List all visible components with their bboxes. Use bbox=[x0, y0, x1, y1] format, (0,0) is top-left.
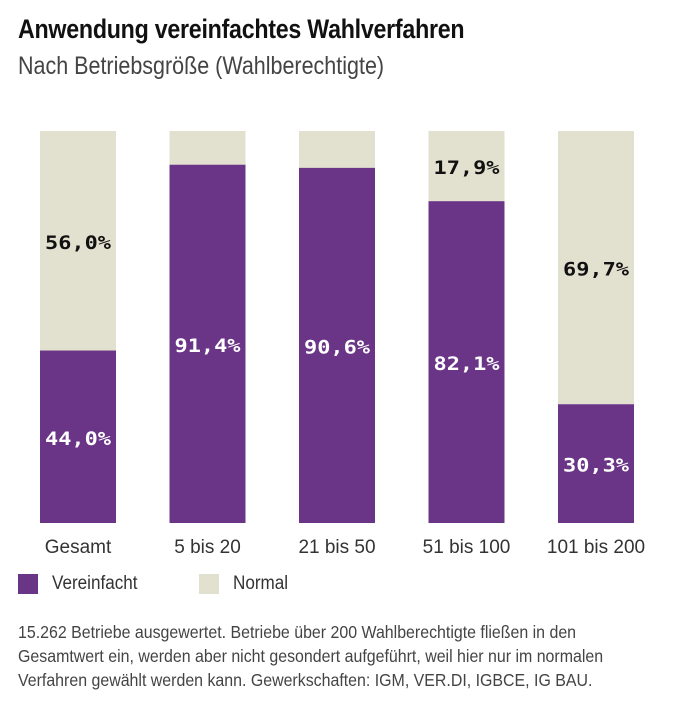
legend: Vereinfacht Normal bbox=[18, 570, 658, 600]
category-label: 51 bis 100 bbox=[423, 537, 511, 558]
footnote-line: Verfahren gewählt werden kann. Gewerksch… bbox=[18, 670, 593, 690]
category-label: 101 bis 200 bbox=[547, 537, 645, 558]
data-label-vereinfacht: 44,0% bbox=[45, 428, 112, 450]
category-label: Gesamt bbox=[45, 537, 112, 558]
data-label-vereinfacht: 90,6% bbox=[304, 336, 371, 358]
category-label: 21 bis 50 bbox=[298, 537, 375, 558]
legend-item-normal: Normal bbox=[199, 570, 294, 598]
data-label-normal: 56,0% bbox=[45, 232, 112, 254]
legend-swatch-vereinfacht bbox=[18, 574, 38, 594]
legend-label-vereinfacht: Vereinfacht bbox=[52, 573, 138, 594]
legend-label-normal: Normal bbox=[233, 573, 289, 594]
bar-normal bbox=[40, 131, 116, 351]
bar-vereinfacht bbox=[40, 350, 116, 523]
category-label: 5 bis 20 bbox=[174, 537, 241, 558]
bar-normal bbox=[299, 131, 375, 168]
data-label-vereinfacht: 30,3% bbox=[563, 455, 630, 477]
bar-vereinfacht bbox=[169, 164, 246, 523]
legend-item-vereinfacht: Vereinfacht bbox=[18, 570, 147, 598]
bar-vereinfacht bbox=[299, 167, 375, 523]
footnote: 15.262 Betriebe ausgewertet. Betriebe üb… bbox=[18, 620, 655, 692]
footnote-line: Gesamtwert ein, werden aber nicht gesond… bbox=[18, 646, 604, 666]
bar-vereinfacht bbox=[558, 404, 634, 523]
data-label-normal: 69,7% bbox=[563, 259, 630, 281]
data-label-vereinfacht: 82,1% bbox=[434, 353, 501, 375]
bar-vereinfacht bbox=[428, 201, 505, 523]
data-label-vereinfacht: 91,4% bbox=[175, 335, 242, 357]
data-label-normal: 17,9% bbox=[434, 157, 501, 179]
chart-subtitle: Nach Betriebsgröße (Wahlberechtigte) bbox=[18, 52, 385, 80]
bar-normal bbox=[558, 131, 634, 405]
bar-normal bbox=[169, 131, 246, 165]
chart-title: Anwendung vereinfachtes Wahlverfahren bbox=[18, 14, 465, 44]
bar-normal bbox=[428, 131, 505, 202]
footnote-line: 15.262 Betriebe ausgewertet. Betriebe üb… bbox=[18, 622, 577, 642]
legend-swatch-normal bbox=[199, 574, 219, 594]
